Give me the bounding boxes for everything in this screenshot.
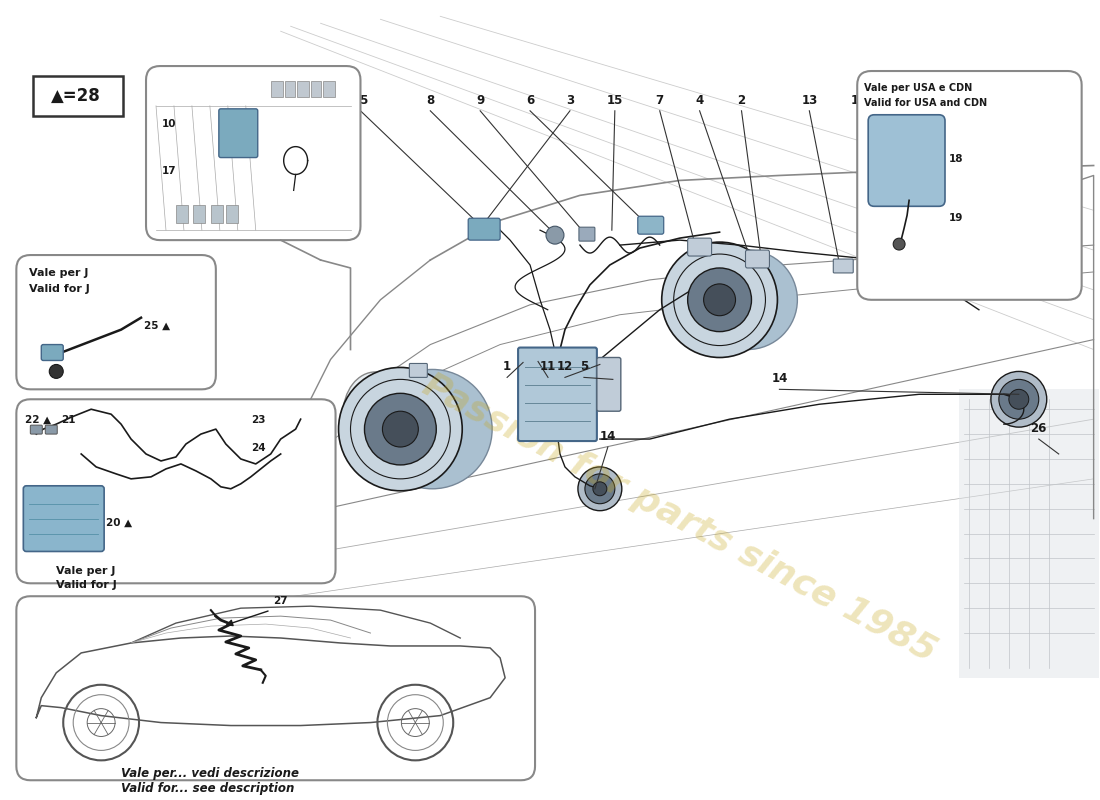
FancyBboxPatch shape: [146, 66, 361, 240]
Circle shape: [339, 367, 462, 490]
Text: Vale per USA e CDN: Vale per USA e CDN: [865, 83, 972, 93]
Text: 6: 6: [526, 94, 535, 107]
Ellipse shape: [350, 379, 402, 449]
Text: 15: 15: [606, 94, 623, 107]
Circle shape: [893, 238, 905, 250]
FancyBboxPatch shape: [31, 425, 42, 434]
FancyBboxPatch shape: [409, 363, 427, 378]
Circle shape: [697, 250, 798, 350]
FancyBboxPatch shape: [597, 358, 620, 411]
Circle shape: [546, 226, 564, 244]
FancyBboxPatch shape: [857, 71, 1081, 300]
Text: 24: 24: [251, 443, 265, 453]
Bar: [310, 81, 320, 97]
Circle shape: [999, 379, 1038, 419]
Text: 15: 15: [352, 94, 368, 107]
Circle shape: [364, 394, 437, 465]
Text: 25 ▲: 25 ▲: [144, 321, 170, 330]
Ellipse shape: [343, 372, 408, 457]
Text: 5: 5: [580, 361, 588, 374]
Circle shape: [991, 371, 1047, 427]
Text: 14: 14: [600, 430, 616, 443]
Text: Vale per... vedi descrizione: Vale per... vedi descrizione: [121, 767, 299, 780]
Text: 14: 14: [771, 372, 788, 386]
FancyBboxPatch shape: [688, 238, 712, 256]
FancyBboxPatch shape: [469, 218, 500, 240]
Text: 20 ▲: 20 ▲: [106, 518, 132, 528]
Bar: [33, 76, 123, 116]
Text: 27: 27: [273, 596, 287, 606]
Text: 12: 12: [557, 361, 573, 374]
Circle shape: [688, 268, 751, 332]
Bar: [176, 206, 188, 223]
Text: 7: 7: [656, 94, 663, 107]
Bar: [297, 81, 309, 97]
Text: 17: 17: [162, 166, 177, 175]
Circle shape: [704, 284, 736, 316]
FancyBboxPatch shape: [45, 425, 57, 434]
Bar: [271, 81, 283, 97]
Text: Valid for J: Valid for J: [30, 284, 90, 294]
Text: Valid for USA and CDN: Valid for USA and CDN: [865, 98, 988, 108]
FancyBboxPatch shape: [23, 486, 104, 551]
Circle shape: [578, 467, 621, 510]
Bar: [322, 81, 334, 97]
FancyBboxPatch shape: [16, 255, 216, 390]
Bar: [285, 81, 295, 97]
Text: Valid for J: Valid for J: [56, 580, 117, 590]
FancyBboxPatch shape: [868, 114, 945, 206]
FancyBboxPatch shape: [834, 259, 854, 273]
Text: 13: 13: [801, 94, 817, 107]
Circle shape: [593, 482, 607, 496]
FancyBboxPatch shape: [579, 227, 595, 241]
Text: Valid for... see description: Valid for... see description: [121, 782, 295, 795]
FancyBboxPatch shape: [42, 345, 63, 361]
Text: 3: 3: [565, 94, 574, 107]
Text: 16: 16: [851, 94, 868, 107]
Text: ▲=28: ▲=28: [52, 87, 101, 105]
Bar: [226, 206, 238, 223]
FancyBboxPatch shape: [746, 250, 769, 268]
Text: 2: 2: [737, 94, 746, 107]
FancyBboxPatch shape: [16, 596, 535, 780]
Text: 1: 1: [503, 361, 512, 374]
Circle shape: [662, 242, 778, 358]
FancyBboxPatch shape: [219, 109, 257, 158]
Text: 19: 19: [949, 214, 964, 223]
Bar: [192, 206, 205, 223]
Text: 21: 21: [62, 415, 76, 425]
Text: 23: 23: [251, 415, 265, 425]
FancyBboxPatch shape: [16, 399, 336, 583]
Text: 8: 8: [426, 94, 434, 107]
Bar: [959, 390, 1099, 678]
Text: Vale per J: Vale per J: [56, 566, 116, 576]
Text: 10: 10: [162, 118, 176, 129]
Text: 26: 26: [1031, 422, 1047, 435]
Circle shape: [585, 474, 615, 504]
FancyBboxPatch shape: [518, 347, 597, 441]
FancyBboxPatch shape: [638, 216, 663, 234]
Text: 4: 4: [695, 94, 704, 107]
Text: Vale per J: Vale per J: [30, 268, 89, 278]
Text: 18: 18: [949, 154, 964, 163]
Circle shape: [50, 365, 63, 378]
Text: 11: 11: [540, 361, 557, 374]
Circle shape: [1009, 390, 1028, 410]
Bar: [211, 206, 223, 223]
Circle shape: [383, 411, 418, 447]
Text: 9: 9: [476, 94, 484, 107]
Circle shape: [373, 370, 492, 489]
Text: 22 ▲: 22 ▲: [25, 415, 52, 425]
Text: Passion for parts since 1985: Passion for parts since 1985: [417, 368, 943, 669]
